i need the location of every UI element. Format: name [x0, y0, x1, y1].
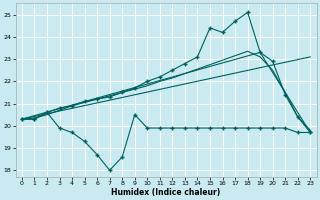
X-axis label: Humidex (Indice chaleur): Humidex (Indice chaleur)	[111, 188, 221, 197]
